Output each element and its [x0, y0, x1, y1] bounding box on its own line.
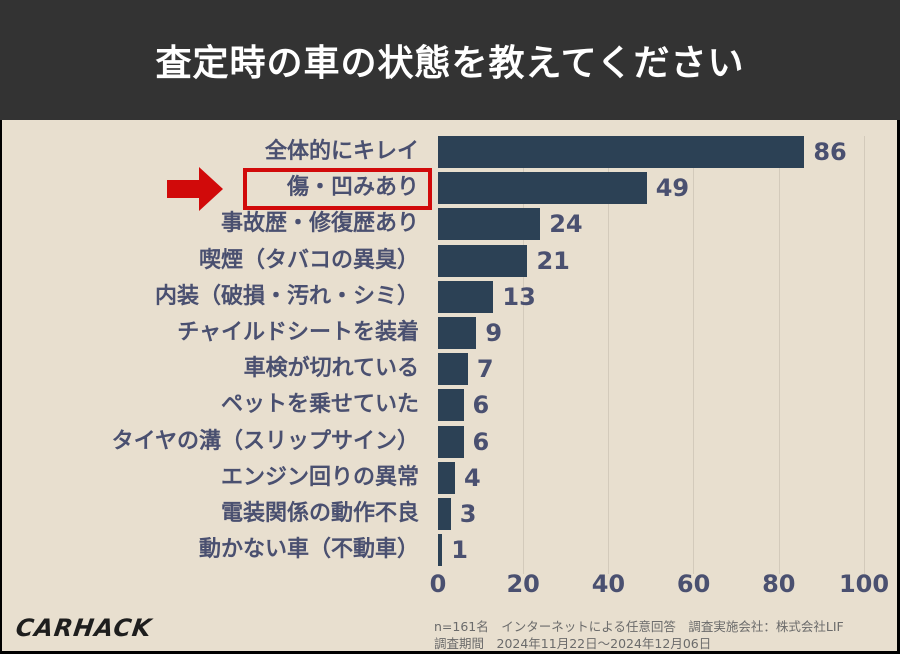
bar — [438, 534, 443, 567]
bar-value-label: 6 — [472, 391, 490, 420]
category-label: 傷・凹みあり — [286, 175, 419, 201]
chart-title: 査定時の車の状態を教えてください — [155, 43, 745, 84]
bar-value-label: 3 — [459, 500, 477, 528]
category-label: 車検が切れている — [243, 356, 419, 382]
bar — [438, 136, 805, 168]
category-label: ペットを乗せていた — [220, 392, 419, 418]
gridline-80 — [779, 136, 780, 574]
bar — [438, 498, 451, 530]
bar — [438, 172, 647, 205]
chart-title-bar: 査定時の車の状態を教えてください — [0, 0, 900, 120]
x-tick-label: 40 — [591, 570, 626, 598]
bar-value-label: 24 — [549, 210, 583, 239]
x-tick-label: 20 — [506, 570, 540, 598]
carhack-logo: CARHACK — [14, 614, 154, 642]
x-tick-label: 60 — [676, 570, 711, 598]
highlight-box — [243, 168, 432, 210]
bar-value-label: 6 — [472, 427, 490, 456]
arrow-right-icon — [167, 167, 223, 211]
bar-value-label: 13 — [502, 282, 536, 311]
category-label: エンジン回りの異常 — [220, 464, 419, 490]
x-tick-label: 80 — [762, 570, 796, 598]
bar-value-label: 21 — [536, 246, 570, 275]
bar-value-label: 49 — [655, 174, 690, 203]
bar — [438, 353, 468, 386]
bar-value-label: 9 — [485, 319, 503, 347]
bar — [438, 208, 541, 241]
category-label: 動かない車（不動車） — [198, 537, 419, 563]
survey-period: 調査期間 2024年11月22日～2024年12月06日 — [434, 636, 712, 651]
bar — [438, 425, 464, 458]
gridline-60 — [693, 136, 694, 574]
gridline-40 — [608, 136, 609, 574]
category-label: 電装関係の動作不良 — [220, 501, 419, 526]
bar-value-label: 86 — [813, 138, 847, 166]
gridline-20 — [523, 136, 524, 574]
bar-value-label: 4 — [464, 463, 481, 492]
category-label: タイヤの溝（スリップサイン） — [111, 428, 419, 454]
survey-note: n=161名 インターネットによる任意回答 調査実施会社：株式会社LIF — [434, 619, 844, 634]
bar-value-label: 1 — [451, 536, 468, 565]
category-label: 事故歴・修復歴あり — [220, 211, 419, 237]
chart-panel: 全体的にキレイ 86 傷・凹みあり 49 事故歴・修復歴あり 24 喫煙（タバコの異臭） 21… — [2, 120, 897, 651]
bar-value-label: 7 — [476, 355, 494, 384]
gridline-100 — [864, 136, 865, 574]
bar — [438, 389, 464, 422]
x-tick-label: 100 — [838, 570, 890, 598]
category-label: 全体的にキレイ — [264, 139, 419, 164]
category-label: 喫煙（タバコの異臭） — [198, 247, 419, 273]
x-tick-label: 0 — [429, 570, 447, 598]
category-label: 内装（破損・汚れ・シミ） — [154, 283, 419, 309]
category-label: チャイルドシートを装着 — [177, 320, 419, 345]
bar — [438, 280, 494, 313]
bar — [438, 244, 528, 277]
bar — [438, 317, 477, 349]
bar — [438, 461, 456, 494]
